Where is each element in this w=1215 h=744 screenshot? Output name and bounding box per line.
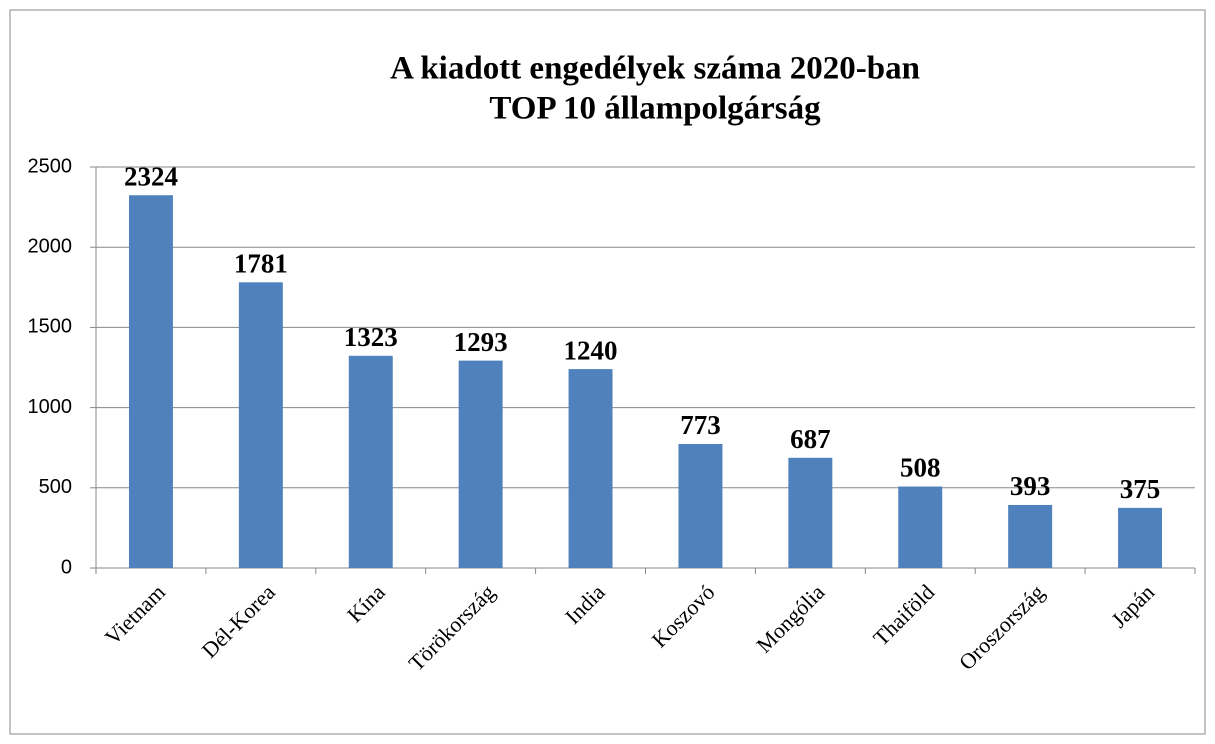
bar bbox=[1008, 504, 1053, 568]
data-label: 1293 bbox=[454, 327, 508, 357]
data-label: 773 bbox=[680, 410, 721, 440]
data-label: 1240 bbox=[564, 335, 618, 365]
chart-title: TOP 10 állampolgárság bbox=[489, 91, 821, 127]
data-label: 508 bbox=[900, 453, 941, 483]
y-tick-label: 1500 bbox=[28, 316, 73, 338]
bar bbox=[348, 355, 393, 568]
data-label: 2324 bbox=[124, 161, 178, 191]
bar bbox=[788, 457, 833, 568]
data-label: 687 bbox=[790, 424, 831, 454]
y-tick-label: 2000 bbox=[28, 235, 73, 257]
bar bbox=[898, 486, 943, 568]
y-tick-label: 500 bbox=[39, 476, 72, 498]
bar bbox=[568, 369, 613, 568]
data-label: 1781 bbox=[234, 249, 288, 279]
chart-title: A kiadott engedélyek száma 2020-ban bbox=[390, 51, 920, 87]
bar bbox=[458, 360, 503, 568]
data-label: 1323 bbox=[344, 322, 398, 352]
y-tick-label: 1000 bbox=[28, 396, 73, 418]
bar bbox=[128, 195, 173, 568]
data-label: 375 bbox=[1120, 474, 1161, 504]
bar bbox=[678, 444, 723, 568]
bar bbox=[1118, 507, 1163, 568]
data-label: 393 bbox=[1010, 471, 1051, 501]
y-tick-label: 0 bbox=[61, 556, 72, 578]
y-tick-label: 2500 bbox=[28, 155, 73, 177]
bar bbox=[238, 282, 283, 568]
